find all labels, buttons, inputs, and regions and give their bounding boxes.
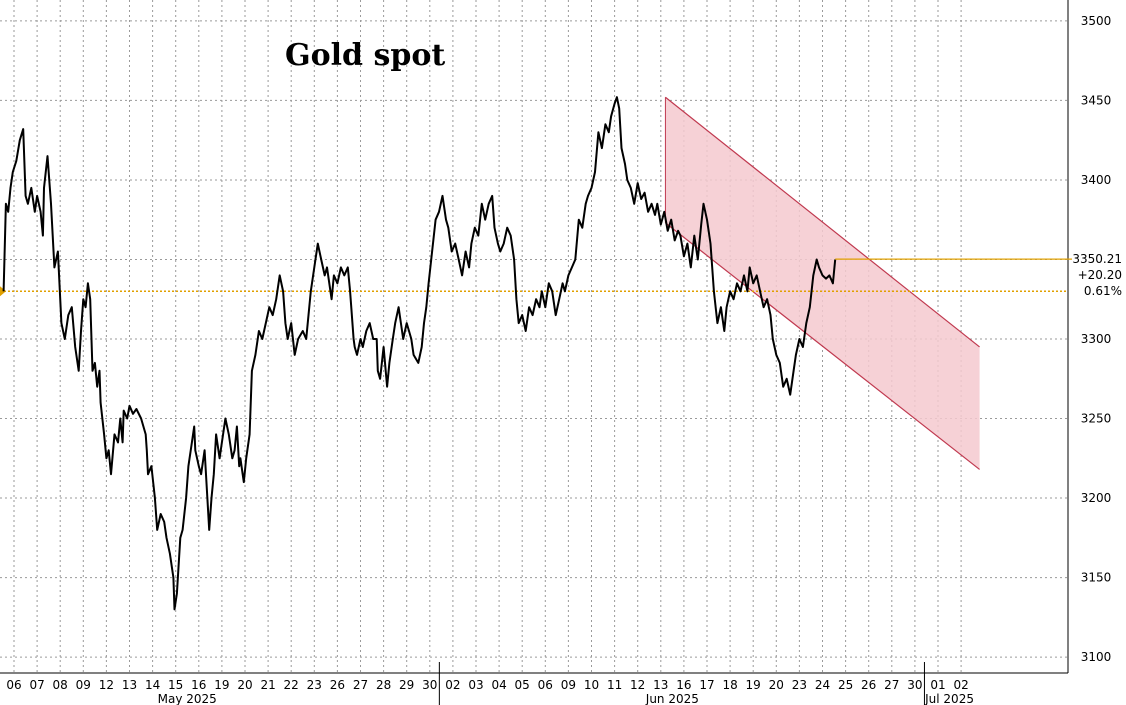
chart-title: Gold spot xyxy=(285,38,445,73)
x-tick-label: 22 xyxy=(284,678,299,692)
x-tick-label: 30 xyxy=(422,678,437,692)
reference-marker xyxy=(0,286,6,297)
x-tick-label: 19 xyxy=(746,678,761,692)
x-tick-label: 01 xyxy=(930,678,945,692)
channel-lower-line xyxy=(665,222,980,470)
x-tick-label: 28 xyxy=(376,678,391,692)
x-tick-label: 25 xyxy=(838,678,853,692)
x-tick-label: 23 xyxy=(307,678,322,692)
y-tick-label: 3200 xyxy=(1081,491,1112,505)
x-tick-label: 06 xyxy=(538,678,553,692)
x-tick-label: 19 xyxy=(214,678,229,692)
channel-band xyxy=(665,97,980,470)
x-tick-label: 27 xyxy=(884,678,899,692)
x-tick-label: 26 xyxy=(330,678,345,692)
x-tick-label: 14 xyxy=(145,678,160,692)
channel-upper-line xyxy=(665,96,980,348)
x-tick-label: 05 xyxy=(515,678,530,692)
y-tick-label: 3500 xyxy=(1081,14,1112,28)
x-tick-label: 30 xyxy=(907,678,922,692)
x-tick-label: 10 xyxy=(584,678,599,692)
x-tick-label: 16 xyxy=(191,678,206,692)
y-tick-label: 3150 xyxy=(1081,571,1112,585)
x-tick-label: 20 xyxy=(237,678,252,692)
y-tick-label: 3250 xyxy=(1081,412,1112,426)
x-tick-label: 02 xyxy=(445,678,460,692)
x-tick-label: 20 xyxy=(769,678,784,692)
last-price-box xyxy=(1072,251,1124,301)
x-tick-label: 09 xyxy=(561,678,576,692)
x-tick-label: 04 xyxy=(491,678,506,692)
month-label: May 2025 xyxy=(158,692,217,705)
last-price-badge: 3350.21 +20.20 0.61% xyxy=(835,251,1124,301)
reference-layer xyxy=(0,286,1068,297)
x-tick-label: 24 xyxy=(815,678,830,692)
x-tick-label: 12 xyxy=(630,678,645,692)
x-tick-label: 29 xyxy=(399,678,414,692)
x-tick-label: 11 xyxy=(607,678,622,692)
x-tick-label: 18 xyxy=(722,678,737,692)
x-tick-label: 13 xyxy=(122,678,137,692)
x-tick-label: 13 xyxy=(653,678,668,692)
x-tick-label: 12 xyxy=(99,678,114,692)
y-tick-label: 3450 xyxy=(1081,93,1112,107)
last-price-value: 3350.21 xyxy=(1072,252,1122,266)
last-price-change: +20.20 xyxy=(1078,268,1122,282)
y-tick-label: 3400 xyxy=(1081,173,1112,187)
month-label: Jun 2025 xyxy=(645,692,699,705)
x-tick-label: 27 xyxy=(353,678,368,692)
x-tick-label: 02 xyxy=(953,678,968,692)
x-tick-label: 21 xyxy=(260,678,275,692)
y-tick-label: 3300 xyxy=(1081,332,1112,346)
grid-layer xyxy=(0,0,1068,673)
series-layer xyxy=(2,96,837,611)
x-tick-label: 07 xyxy=(29,678,44,692)
x-tick-label: 03 xyxy=(468,678,483,692)
gold-spot-line xyxy=(2,96,837,611)
x-tick-label: 23 xyxy=(792,678,807,692)
x-tick-label: 06 xyxy=(6,678,21,692)
month-label: Jul 2025 xyxy=(924,692,974,705)
x-tick-label: 08 xyxy=(53,678,68,692)
x-tick-label: 16 xyxy=(676,678,691,692)
x-tick-label: 26 xyxy=(861,678,876,692)
channel-layer xyxy=(664,96,980,470)
x-tick-label: 17 xyxy=(699,678,714,692)
y-tick-label: 3100 xyxy=(1081,650,1112,664)
last-price-pct: 0.61% xyxy=(1084,284,1122,298)
x-tick-label: 15 xyxy=(168,678,183,692)
x-tick-label: 09 xyxy=(76,678,91,692)
